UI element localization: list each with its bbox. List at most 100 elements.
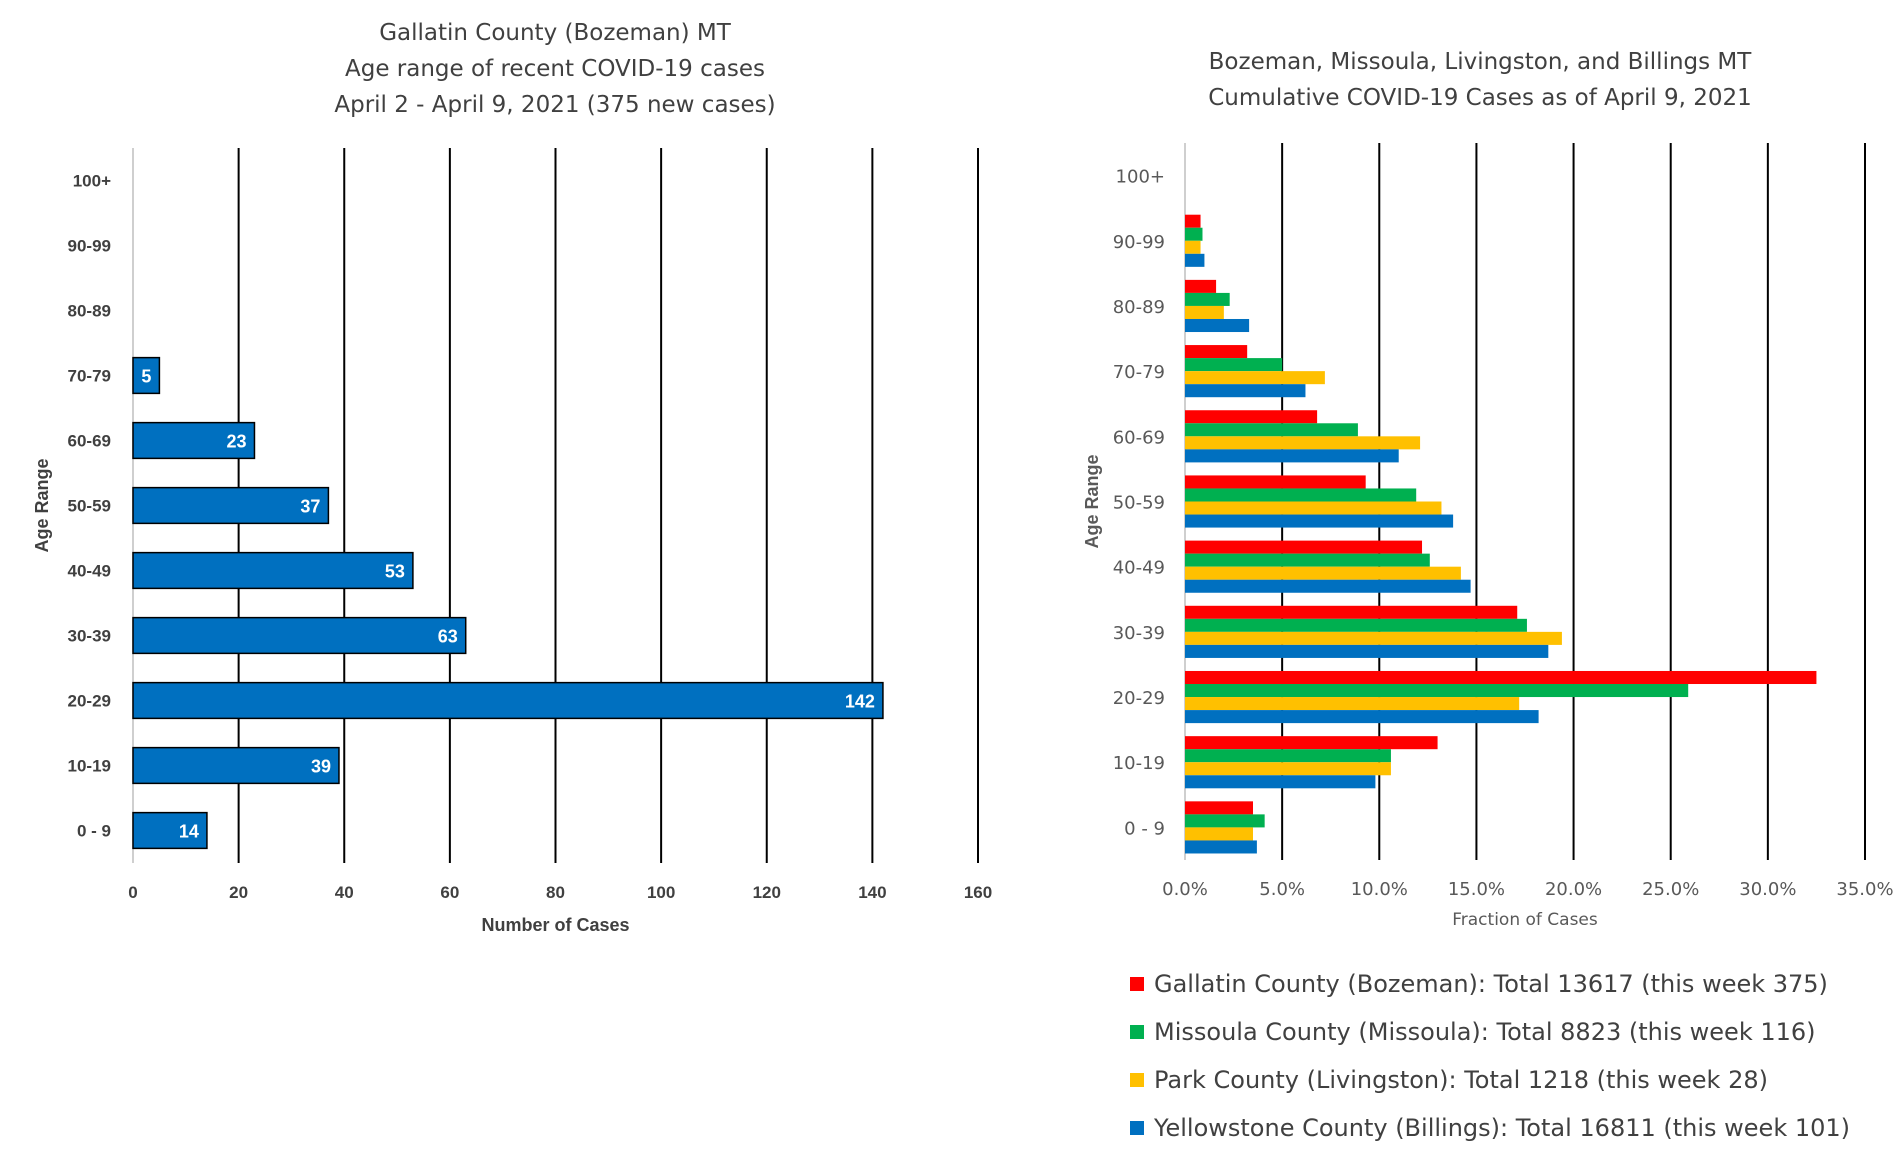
bar: [1185, 801, 1253, 815]
x-tick-label: 25.0%: [1642, 879, 1699, 900]
left-chart-title: Gallatin County (Bozeman) MT Age range o…: [135, 15, 975, 123]
legend-swatch-blue: [1130, 1121, 1144, 1135]
bar: [1185, 697, 1520, 711]
bar: [1185, 540, 1423, 554]
left-age-range-bar-chart: 0 20 40 60 80 100 120 140 160 0 - 9 14 10-19 39 20-29…: [32, 148, 992, 935]
legend-item-yellowstone: Yellowstone County (Billings): Total 168…: [1130, 1104, 1850, 1152]
right-chart-legend: Gallatin County (Bozeman): Total 13617 (…: [1130, 960, 1850, 1152]
bar: [1185, 736, 1438, 750]
bar: [132, 746, 340, 785]
bar: [132, 421, 256, 460]
y-tick-label: 20-29: [68, 692, 111, 711]
legend-item-park: Park County (Livingston): Total 1218 (th…: [1130, 1056, 1850, 1104]
y-tick-label: 100+: [1116, 167, 1165, 188]
y-tick-label: 10-19: [68, 757, 111, 776]
x-tick-label: 0.0%: [1162, 879, 1208, 900]
legend-swatch-yellow: [1130, 1073, 1144, 1087]
bar: [132, 681, 884, 720]
bar: [1185, 292, 1230, 306]
x-axis-title: Fraction of Cases: [1452, 910, 1598, 930]
bar: [1185, 345, 1248, 359]
y-tick-label: 50-59: [1113, 493, 1165, 514]
y-tick-label: 80-89: [68, 302, 111, 321]
left-title-line-2: Age range of recent COVID-19 cases: [345, 56, 765, 82]
x-tick-label: 30.0%: [1739, 879, 1796, 900]
y-axis-title: Age Range: [32, 458, 52, 552]
legend-label: Park County (Livingston): Total 1218 (th…: [1154, 1066, 1768, 1094]
y-tick-label: 60-69: [1113, 427, 1165, 448]
x-tick-label: 120: [753, 883, 781, 902]
data-label: 23: [226, 432, 246, 452]
bar: [1185, 253, 1205, 267]
bar: [1185, 423, 1358, 437]
bar: [1185, 618, 1527, 632]
legend-swatch-red: [1130, 977, 1144, 991]
x-tick-label: 35.0%: [1836, 879, 1893, 900]
x-tick-label: 140: [858, 883, 886, 902]
bar: [1185, 631, 1562, 645]
bar: [1185, 605, 1518, 619]
y-tick-label: 10-19: [1113, 753, 1165, 774]
right-title-line-2: Cumulative COVID-19 Cases as of April 9,…: [1208, 85, 1752, 111]
y-tick-label: 70-79: [1113, 362, 1165, 383]
bar: [1185, 670, 1817, 685]
x-tick-label: 10.0%: [1351, 879, 1408, 900]
bar: [1185, 449, 1399, 463]
x-tick-label: 5.0%: [1259, 879, 1305, 900]
bar: [1185, 644, 1549, 658]
x-tick-label: 80: [546, 883, 565, 902]
y-tick-label: 70-79: [68, 367, 111, 386]
y-tick-label: 30-39: [68, 627, 111, 646]
y-tick-label: 90-99: [68, 237, 111, 256]
bar: [132, 486, 330, 525]
bar: [1185, 762, 1391, 776]
bar: [132, 616, 467, 655]
bar: [132, 551, 414, 590]
bar: [1185, 553, 1430, 567]
bar: [1185, 214, 1201, 228]
data-label: 53: [385, 562, 405, 582]
bar: [1185, 514, 1454, 528]
data-label: 39: [311, 757, 331, 777]
data-label: 142: [845, 692, 875, 712]
y-tick-label: 60-69: [68, 432, 111, 451]
bar: [1185, 579, 1471, 593]
bar: [1185, 501, 1442, 515]
bar: [1185, 684, 1689, 698]
bar: [1185, 710, 1539, 724]
legend-item-gallatin: Gallatin County (Bozeman): Total 13617 (…: [1130, 960, 1850, 1008]
y-tick-label: 40-49: [68, 562, 111, 581]
data-label: 14: [179, 822, 199, 842]
x-tick-label: 60: [440, 883, 459, 902]
legend-label: Missoula County (Missoula): Total 8823 (…: [1154, 1018, 1816, 1046]
x-tick-label: 40: [335, 883, 354, 902]
right-title-line-1: Bozeman, Missoula, Livingston, and Billi…: [1208, 49, 1752, 75]
legend-swatch-green: [1130, 1025, 1144, 1039]
legend-item-missoula: Missoula County (Missoula): Total 8823 (…: [1130, 1008, 1850, 1056]
left-title-line-3: April 2 - April 9, 2021 (375 new cases): [334, 92, 776, 118]
bar: [1185, 840, 1257, 854]
bar: [1185, 436, 1421, 450]
y-tick-label: 0 - 9: [77, 822, 111, 841]
bar: [1185, 318, 1250, 333]
bar: [1185, 566, 1461, 580]
bar: [1185, 240, 1201, 254]
y-tick-label: 90-99: [1113, 232, 1165, 253]
x-tick-label: 20.0%: [1545, 879, 1602, 900]
x-tick-label: 0: [128, 883, 137, 902]
right-chart-title: Bozeman, Missoula, Livingston, and Billi…: [1100, 44, 1860, 116]
bar: [1185, 814, 1265, 828]
right-cumulative-bar-chart: 0.0% 5.0% 10.0% 15.0% 20.0% 25.0% 30.0% 35.0% 0 …: [1082, 143, 1894, 930]
y-tick-label: 20-29: [1113, 688, 1165, 709]
x-axis-title: Number of Cases: [481, 915, 629, 935]
bar: [132, 811, 208, 850]
legend-label: Gallatin County (Bozeman): Total 13617 (…: [1154, 970, 1828, 998]
bar: [1185, 358, 1283, 372]
bar: [132, 356, 161, 395]
legend-label: Yellowstone County (Billings): Total 168…: [1154, 1114, 1851, 1142]
bar: [1185, 227, 1203, 241]
data-label: 5: [141, 367, 151, 387]
bar: [1185, 384, 1306, 398]
bar: [1185, 775, 1376, 789]
x-tick-label: 15.0%: [1448, 879, 1505, 900]
